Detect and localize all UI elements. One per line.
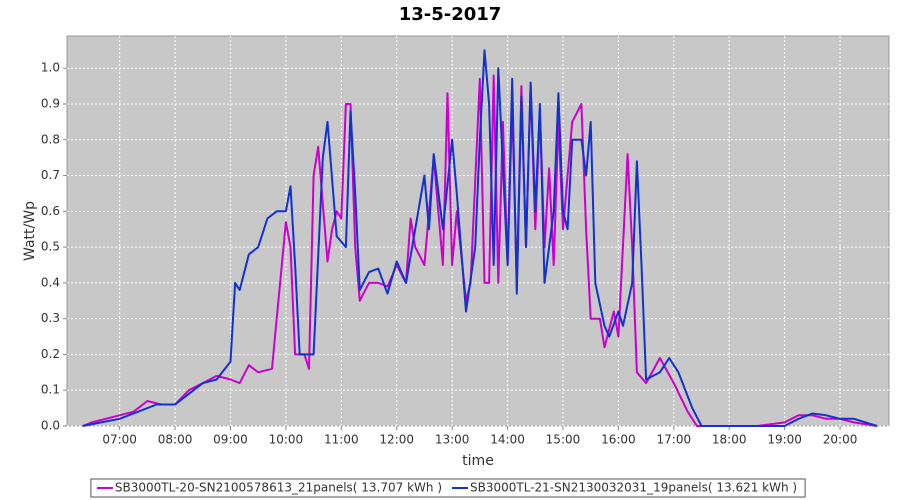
x-tick-label: 18:00: [712, 433, 747, 447]
legend-label: SB3000TL-21-SN2130032031_19panels( 13.62…: [470, 481, 797, 495]
x-tick-label: 20:00: [823, 433, 858, 447]
x-tick-label: 13:00: [435, 433, 470, 447]
y-tick-label: 0.6: [41, 204, 60, 218]
x-tick-label: 07:00: [102, 433, 137, 447]
legend: SB3000TL-20-SN2100578613_21panels( 13.70…: [90, 478, 806, 498]
x-axis-label: time: [462, 453, 494, 469]
y-tick-label: 0.4: [41, 275, 60, 289]
legend-box: [90, 478, 806, 498]
series-line: [82, 49, 878, 427]
lines: [82, 49, 878, 427]
legend-label: SB3000TL-20-SN2100578613_21panels( 13.70…: [115, 481, 442, 495]
y-tick-label: 0.3: [41, 311, 60, 325]
x-tick-label: 19:00: [767, 433, 802, 447]
y-axis-label: Watt/Wp: [22, 201, 38, 261]
x-tick-label: 12:00: [379, 433, 414, 447]
y-tick-label: 0.1: [41, 383, 60, 397]
x-tick-label: 08:00: [158, 433, 193, 447]
y-tick-label: 0.8: [41, 132, 60, 146]
chart-title: 13-5-2017: [399, 4, 502, 25]
x-tick-label: 10:00: [269, 433, 304, 447]
x-tick-label: 17:00: [657, 433, 692, 447]
x-tick-label: 14:00: [490, 433, 525, 447]
y-tick-label: 0.0: [41, 419, 60, 433]
grid: 0.0 0.1 0.2 0.3 0.4 0.5 0.6 0.7 0.8 0.9 1.0 07:00 08…: [41, 36, 889, 447]
x-tick-label: 15:00: [546, 433, 581, 447]
x-tick-label: 09:00: [213, 433, 248, 447]
x-tick-label: 16:00: [601, 433, 636, 447]
x-tick-label: 11:00: [324, 433, 359, 447]
y-tick-label: 0.7: [41, 168, 60, 182]
y-tick-label: 0.2: [41, 347, 60, 361]
y-tick-label: 1.0: [41, 61, 60, 75]
plot-area: [66, 35, 890, 427]
y-tick-label: 0.9: [41, 96, 60, 110]
y-tick-label: 0.5: [41, 240, 60, 254]
